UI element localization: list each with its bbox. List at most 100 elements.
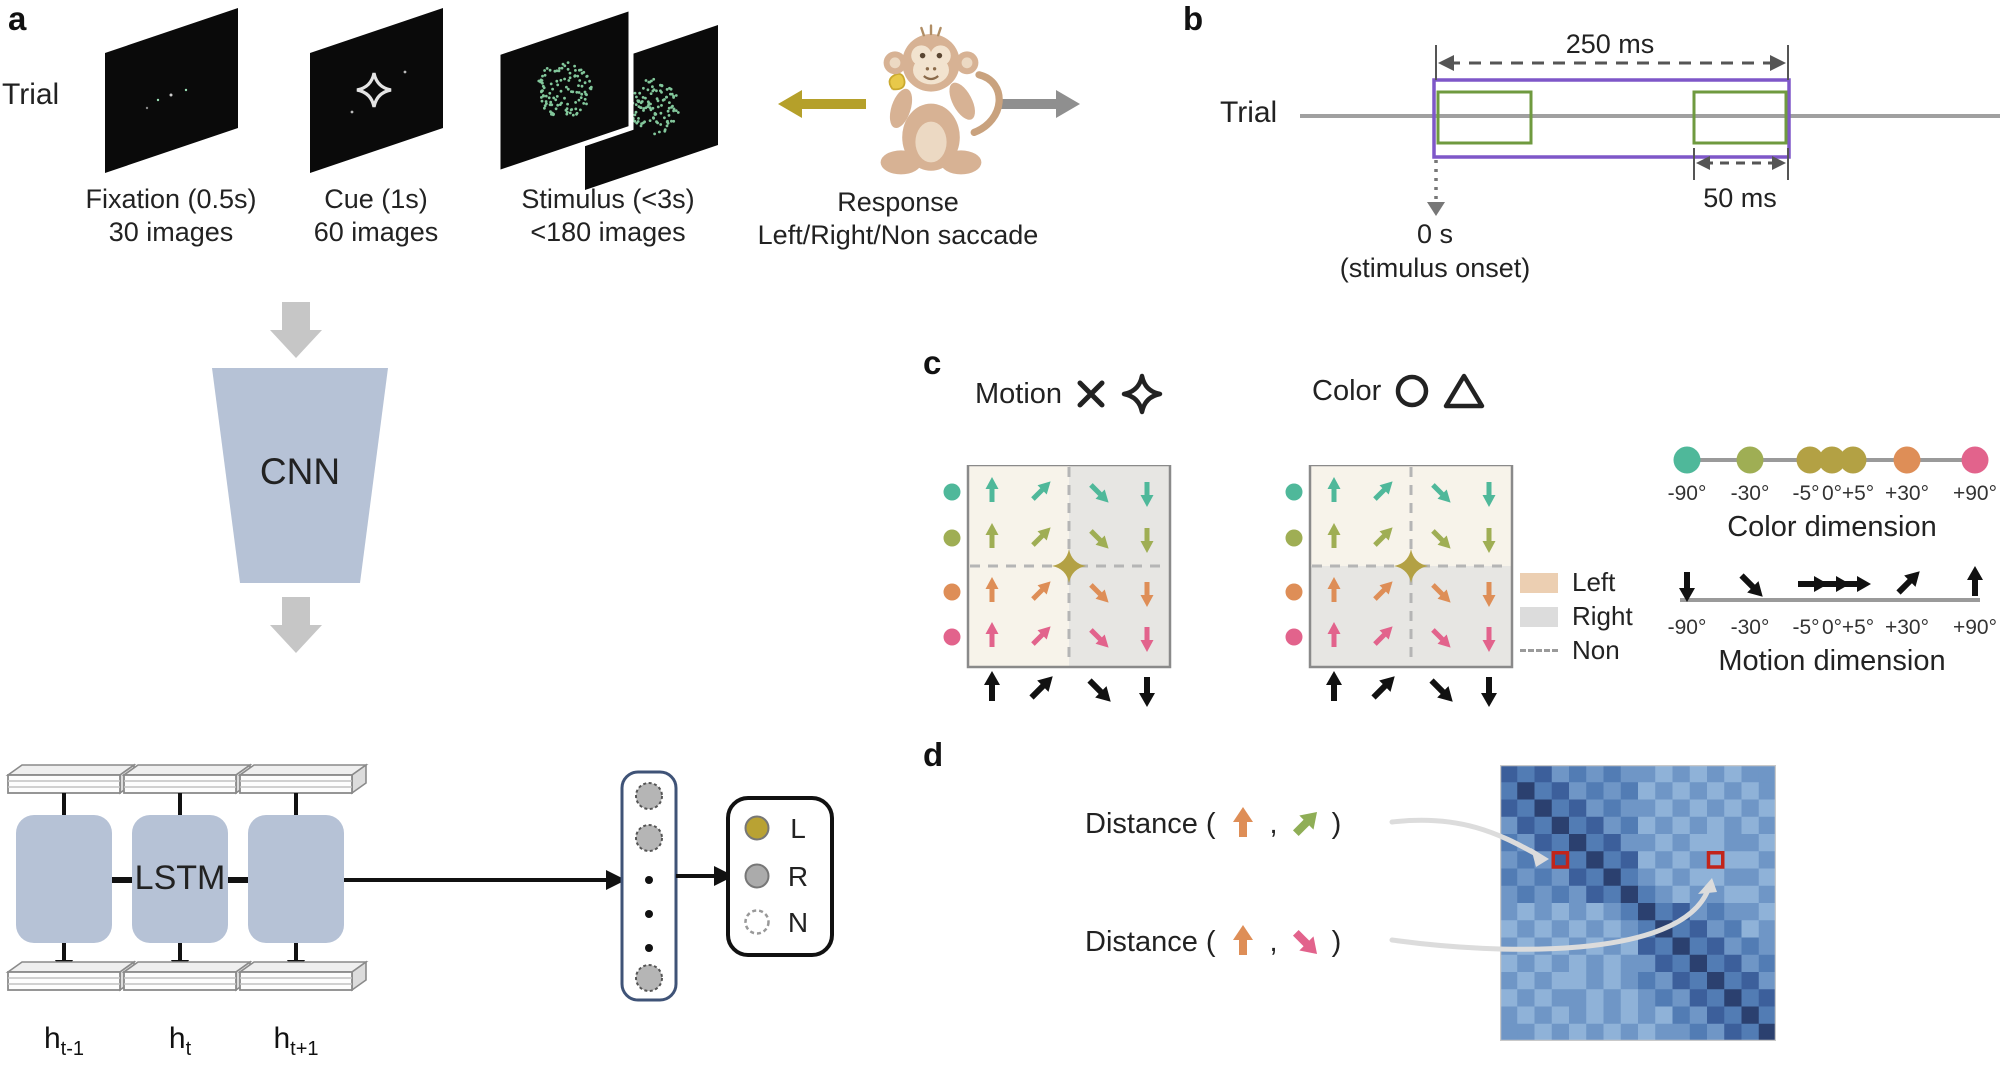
distance-comma: ,: [1269, 925, 1278, 958]
distance-prefix: Distance (: [1085, 807, 1216, 840]
trial-label-a: Trial: [2, 78, 60, 111]
onset-note: (stimulus onset): [1339, 253, 1531, 283]
lstm-label: LSTM: [134, 859, 226, 897]
distance-prefix: Distance (: [1085, 925, 1216, 958]
stage-caption: Stimulus (<3s): [521, 184, 695, 214]
lstm-diagram: [5, 763, 834, 1002]
distance-comma: ,: [1269, 807, 1278, 840]
legend-right-label: Right: [1572, 601, 1633, 631]
output-label-R: R: [787, 861, 809, 892]
x-cross-cue-icon: [1077, 380, 1105, 408]
trial-label-b: Trial: [1220, 96, 1278, 129]
legend-left-label: Left: [1572, 567, 1616, 597]
svg-text:Color dimension: Color dimension: [1727, 511, 1937, 543]
orange-up-arrow-icon: [1225, 924, 1261, 960]
h-base: h: [273, 1022, 291, 1055]
stage-response: Response Left/Right/Non saccade: [733, 186, 1063, 252]
svg-text:-90°: -90°: [1668, 482, 1707, 505]
svg-text:+5°: +5°: [1842, 616, 1874, 639]
motion-context-title: Motion: [975, 372, 1164, 416]
legend-non: Non: [1520, 635, 1633, 665]
green-up-right-arrow-icon: [1287, 806, 1323, 842]
circle-cue-icon: [1396, 374, 1429, 408]
orange-up-arrow-icon: [1225, 806, 1261, 842]
stage-subcaption: Left/Right/Non saccade: [757, 220, 1039, 250]
pulse-box-2: [1692, 90, 1788, 145]
context-legend: Left Right Non: [1520, 567, 1633, 665]
svg-text:-5°: -5°: [1792, 482, 1819, 505]
onset-arrow-icon: [1427, 202, 1445, 216]
h-base: h: [43, 1022, 61, 1055]
svg-text:-5°: -5°: [1792, 616, 1819, 639]
stage-fixation: Fixation (0.5s) 30 images: [46, 183, 296, 249]
svg-text:-90°: -90°: [1668, 616, 1707, 639]
stimulus-window-box: [1432, 78, 1791, 159]
stimulus-dimensions: -90° -30° -5° 0° +5° +30° +90°Color dimension-…: [1668, 446, 1997, 677]
four-point-star-cue-icon: [1121, 373, 1163, 415]
h-sub: t+1: [290, 1038, 319, 1060]
h-sub: t: [185, 1038, 192, 1060]
svg-text:-30°: -30°: [1731, 482, 1770, 505]
fixation-screen: [105, 8, 238, 173]
pulse-duration-label: 50 ms: [1703, 183, 1777, 213]
svg-text:+30°: +30°: [1885, 616, 1929, 639]
total-duration-label: 250 ms: [1565, 29, 1655, 59]
stage-stimulus: Stimulus (<3s) <180 images: [483, 183, 733, 249]
legend-left: Left: [1520, 567, 1633, 597]
left-swatch: [1520, 572, 1558, 593]
cnn-label: CNN: [259, 451, 341, 492]
h-sub: t-1: [60, 1038, 85, 1060]
svg-text:+5°: +5°: [1842, 482, 1874, 505]
color-title-text: Color: [1312, 374, 1382, 407]
triangle-cue-icon: [1444, 373, 1485, 409]
flow-arrow-down-2: [270, 597, 322, 653]
right-saccade-arrow-icon: [998, 90, 1080, 118]
svg-text:Motion dimension: Motion dimension: [1718, 645, 1945, 677]
color-context-title: Color: [1312, 372, 1485, 410]
svg-text:+90°: +90°: [1953, 482, 1997, 505]
cnn-trapezoid: [212, 368, 388, 583]
legend-right: Right: [1520, 601, 1633, 631]
left-saccade-arrow-icon: [778, 90, 866, 118]
monkey-icon: [880, 24, 1003, 175]
svg-text:+90°: +90°: [1953, 616, 1997, 639]
distance-suffix: ): [1331, 925, 1342, 958]
non-dashed-swatch: [1520, 649, 1558, 652]
panel-b-label: b: [1183, 0, 1204, 37]
output-label-N: N: [787, 907, 809, 938]
svg-text:0°: 0°: [1822, 616, 1842, 639]
stage-caption: Cue (1s): [324, 184, 428, 214]
distance-matrix-heatmap: [1500, 765, 1776, 1041]
motion-title-text: Motion: [975, 377, 1063, 410]
flow-arrow-down-1: [270, 302, 322, 358]
h-base: h: [168, 1022, 186, 1055]
cue-screen: [310, 8, 443, 173]
color-context-grid: [1285, 465, 1514, 707]
svg-text:0°: 0°: [1822, 482, 1842, 505]
panel-a-label: a: [8, 0, 27, 37]
stage-cue: Cue (1s) 60 images: [251, 183, 501, 249]
panel-c-label: c: [923, 344, 942, 381]
pink-down-right-arrow-icon: [1287, 924, 1323, 960]
svg-text:-30°: -30°: [1731, 616, 1770, 639]
stage-subcaption: <180 images: [530, 217, 686, 247]
output-label-L: L: [790, 813, 806, 844]
motion-context-grid: [943, 465, 1172, 707]
right-swatch: [1520, 606, 1558, 627]
distance-label-1: Distance ( , ): [1085, 806, 1341, 842]
stage-subcaption: 30 images: [108, 217, 234, 247]
stage-subcaption: 60 images: [313, 217, 439, 247]
panel-d-label: d: [923, 736, 944, 773]
hidden-state-label: ht: [135, 1022, 225, 1061]
hidden-state-label: ht+1: [251, 1022, 341, 1061]
stimulus-screens: [495, 4, 718, 190]
hidden-state-label: ht-1: [19, 1022, 109, 1061]
distance-label-2: Distance ( , ): [1085, 924, 1341, 960]
legend-non-label: Non: [1572, 635, 1620, 665]
stage-caption: Fixation (0.5s): [85, 184, 257, 214]
onset-label: 0 s: [1416, 219, 1454, 249]
distance-suffix: ): [1331, 807, 1342, 840]
trial-timeline: [1300, 45, 2000, 216]
